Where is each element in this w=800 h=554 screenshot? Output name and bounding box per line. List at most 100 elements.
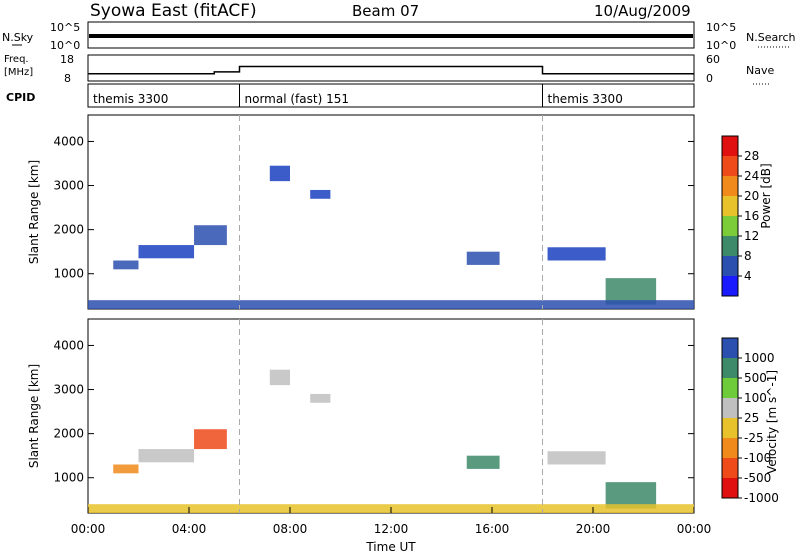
xtick-label: 16:00 xyxy=(475,522,510,536)
echo-region xyxy=(269,369,290,386)
echo-region xyxy=(310,189,331,199)
echo-region xyxy=(310,393,331,403)
colorbar-tick-label: 1000 xyxy=(744,351,775,365)
ytick-label: 3000 xyxy=(53,383,84,397)
cpid-frame xyxy=(87,83,695,108)
colorbar-swatch xyxy=(722,196,738,216)
power-panel: 1000 2000 3000 4000 Slant Range [km] 4 8 12 16… xyxy=(27,114,773,310)
freq-label-2: [MHz] xyxy=(4,67,33,78)
ytick-label: 4000 xyxy=(53,338,84,352)
colorbar-swatch xyxy=(722,236,738,256)
cpid-segment-label: normal (fast) 151 xyxy=(245,92,349,106)
echo-region xyxy=(466,251,500,265)
cpid-segment-label: themis 3300 xyxy=(548,92,623,106)
colorbar-swatch xyxy=(722,136,738,156)
velocity-echoes xyxy=(88,319,694,513)
velocity-frame xyxy=(87,318,695,514)
nsearch-tick-bottom: 10^0 xyxy=(706,39,736,52)
colorbar-swatch xyxy=(722,176,738,196)
echo-region xyxy=(547,451,606,465)
colorbar-tick-label: -100 xyxy=(744,451,771,465)
colorbar-tick-label: -500 xyxy=(744,471,771,485)
echo-region xyxy=(466,455,500,469)
nsky-tick-top: 10^5 xyxy=(50,21,80,34)
ytick-label: 4000 xyxy=(53,134,84,148)
echo-region xyxy=(138,449,195,463)
power-colorbar-label: Power [dB] xyxy=(759,163,773,228)
colorbar-tick-label: 20 xyxy=(744,189,759,203)
colorbar-tick-label: 4 xyxy=(744,269,752,283)
echo-region xyxy=(113,260,139,270)
ytick-label: 2000 xyxy=(53,223,84,237)
colorbar-swatch xyxy=(722,478,738,498)
cpid-panel: CPID themis 3300 normal (fast) 151 themis … xyxy=(6,83,695,108)
colorbar-swatch xyxy=(722,398,738,418)
ytick-label: 1000 xyxy=(53,471,84,485)
xtick-label: 00:00 xyxy=(677,522,712,536)
colorbar-tick-label: -1000 xyxy=(744,491,779,505)
freq-panel: Freq. [MHz] 18 8 60 0 Nave xyxy=(4,53,774,85)
colorbar-swatch xyxy=(722,378,738,398)
echo-region xyxy=(547,247,606,261)
figure-title: Syowa East (fitACF) xyxy=(90,1,257,21)
colorbar-tick-label: 8 xyxy=(744,249,752,263)
freq-tick-bottom: 8 xyxy=(64,72,71,85)
nave-tick-bottom: 0 xyxy=(706,72,713,85)
date-label: 10/Aug/2009 xyxy=(594,2,691,20)
power-echoes xyxy=(88,115,694,309)
colorbar-tick-label: 12 xyxy=(744,229,759,243)
xtick-label: 00:00 xyxy=(71,522,106,536)
cpid-label: CPID xyxy=(6,91,35,104)
nsky-tick-bottom: 10^0 xyxy=(50,39,80,52)
velocity-colorbar-label: Velocity [m s^-1] xyxy=(765,370,779,474)
xtick-label: 08:00 xyxy=(273,522,308,536)
velocity-ylabel: Slant Range [km] xyxy=(27,364,41,468)
colorbar-swatch xyxy=(722,418,738,438)
freq-tick-top: 18 xyxy=(60,53,74,66)
nsky-trace xyxy=(89,34,693,38)
freq-trace xyxy=(88,65,694,75)
nsky-frame xyxy=(87,21,695,49)
nsky-panel: N.Sky 10^5 10^0 10^5 10^0 N.Search xyxy=(2,21,796,52)
ytick-label: 1000 xyxy=(53,267,84,281)
colorbar-swatch xyxy=(722,438,738,458)
xaxis-label: Time UT xyxy=(365,540,416,554)
power-yaxis: 1000 2000 3000 4000 xyxy=(53,134,694,281)
nave-tick-top: 60 xyxy=(706,53,720,66)
nsky-label: N.Sky xyxy=(2,31,34,44)
colorbar-tick-label: 16 xyxy=(744,209,759,223)
power-ylabel: Slant Range [km] xyxy=(27,160,41,264)
xtick-label: 04:00 xyxy=(172,522,207,536)
freq-label-1: Freq. xyxy=(4,54,29,65)
nsearch-label: N.Search xyxy=(746,31,796,44)
echo-region xyxy=(88,300,694,309)
time-axis: 00:00 04:00 08:00 12:00 16:00 20:00 00:00 xyxy=(71,507,712,536)
colorbar-tick-label: 25 xyxy=(744,411,759,425)
colorbar-swatch xyxy=(722,358,738,378)
colorbar-swatch xyxy=(722,458,738,478)
echo-region xyxy=(113,464,139,474)
nsearch-tick-top: 10^5 xyxy=(706,21,736,34)
freq-frame xyxy=(87,54,695,82)
colorbar-swatch xyxy=(722,338,738,358)
ytick-label: 2000 xyxy=(53,427,84,441)
colorbar-tick-label: 28 xyxy=(744,149,759,163)
colorbar-swatch xyxy=(722,216,738,236)
echo-region xyxy=(269,165,290,182)
xtick-label: 20:00 xyxy=(576,522,611,536)
velocity-panel: 1000 2000 3000 4000 Slant Range [km] 1000 50… xyxy=(27,318,779,514)
colorbar-tick-label: 24 xyxy=(744,169,759,183)
cpid-segment-label: themis 3300 xyxy=(93,92,168,106)
colorbar-swatch xyxy=(722,156,738,176)
colorbar-tick-label: 100 xyxy=(744,391,767,405)
colorbar-tick-label: 500 xyxy=(744,371,767,385)
velocity-colorbar: 1000 500 100 25 -25 -100 -500 -1000 xyxy=(721,337,779,505)
echo-region xyxy=(194,429,227,450)
power-frame xyxy=(87,114,695,310)
nave-label: Nave xyxy=(746,64,774,77)
beam-label: Beam 07 xyxy=(352,2,419,20)
colorbar-swatch xyxy=(722,256,738,276)
xtick-label: 12:00 xyxy=(374,522,409,536)
colorbar-swatch xyxy=(722,276,738,296)
